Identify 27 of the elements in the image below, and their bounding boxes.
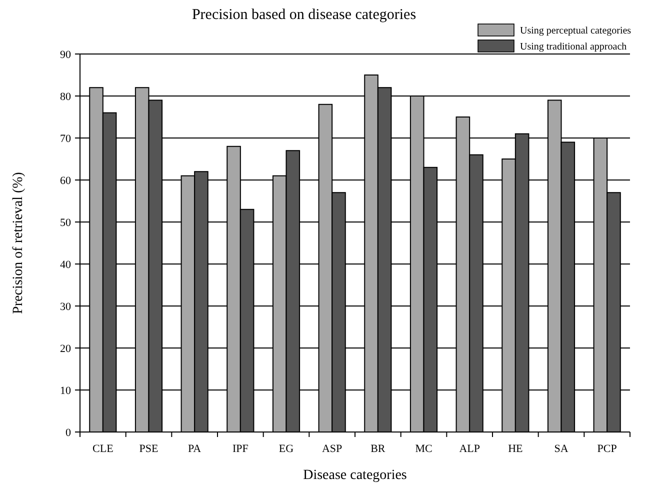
y-tick-label: 60 (60, 174, 72, 187)
x-tick-label: MC (415, 443, 432, 455)
legend-label: Using traditional approach (520, 42, 627, 52)
y-tick-label: 10 (60, 384, 72, 397)
x-tick-label: HE (508, 443, 524, 455)
x-tick-label: CLE (92, 443, 114, 455)
x-tick-label: PA (188, 443, 202, 455)
x-axis-title: Disease categories (303, 468, 407, 483)
y-tick-label: 90 (60, 48, 72, 61)
x-tick-label: PCP (597, 443, 617, 455)
legend-label: Using perceptual categories (520, 26, 632, 36)
y-tick-label: 80 (60, 90, 72, 103)
x-tick-label: EG (278, 443, 294, 455)
x-tick-label: IPF (232, 443, 248, 455)
y-axis-title: Precision of retrieval (%) (11, 172, 26, 314)
x-tick-label: ASP (322, 443, 342, 455)
x-tick-label: PSE (139, 443, 158, 455)
y-tick-label: 30 (60, 300, 72, 313)
y-tick-label: 20 (60, 342, 72, 355)
x-tick-label: ALP (459, 443, 480, 455)
x-tick-label: SA (554, 443, 568, 455)
y-tick-label: 50 (60, 216, 72, 229)
chart-title: Precision based on disease categories (192, 7, 416, 23)
y-tick-label: 40 (60, 258, 72, 271)
y-tick-label: 70 (60, 132, 72, 145)
x-tick-label: BR (370, 443, 386, 455)
y-tick-label: 0 (66, 426, 72, 439)
